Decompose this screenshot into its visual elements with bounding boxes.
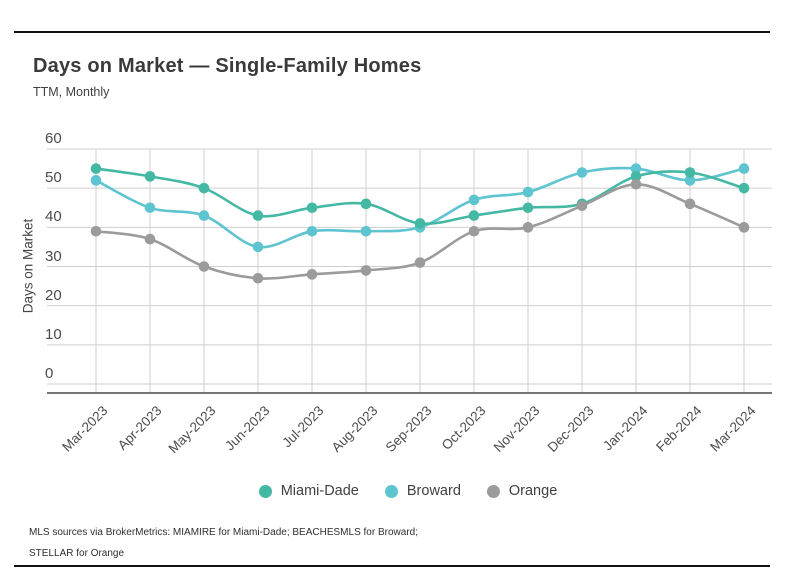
y-tick-label: 60 [45,130,62,147]
y-tick-label: 20 [45,286,62,304]
footer-line2: STELLAR for Orange [29,548,125,559]
y-tick-label: 10 [45,325,62,343]
legend-dot-broward-icon [384,484,398,498]
legend-label: Orange [508,483,558,499]
legend-label: Miami-Dade [280,483,359,499]
chart-title: Days on Market — Single-Family Homes [33,55,422,77]
y-tick-label: 0 [45,365,54,382]
legend-item-orange: Orange [486,483,558,499]
series-miami-dade [90,163,750,229]
footer-line1: MLS sources via BrokerMetrics: MIAMIRE f… [29,527,418,538]
y-tick-label: 50 [45,169,62,187]
y-tick-label: 40 [45,208,62,226]
y-tick-label: 30 [45,247,62,265]
legend-item-broward: Broward [384,483,461,499]
legend-dot-miami-dade-icon [258,484,272,498]
legend-dot-orange-icon [486,484,500,498]
legend-item-miami-dade: Miami-Dade [258,483,359,499]
gridlines [47,148,772,393]
legend: Miami-Dade Broward Orange [0,483,798,499]
top-rule [14,31,770,33]
series-orange [90,178,750,284]
chart-subtitle: TTM, Monthly [33,85,110,99]
y-axis-title: Days on Market [20,218,36,314]
legend-label: Broward [406,483,461,499]
footer-note: MLS sources via BrokerMetrics: MIAMIRE f… [29,522,418,564]
bottom-rule [14,565,770,567]
